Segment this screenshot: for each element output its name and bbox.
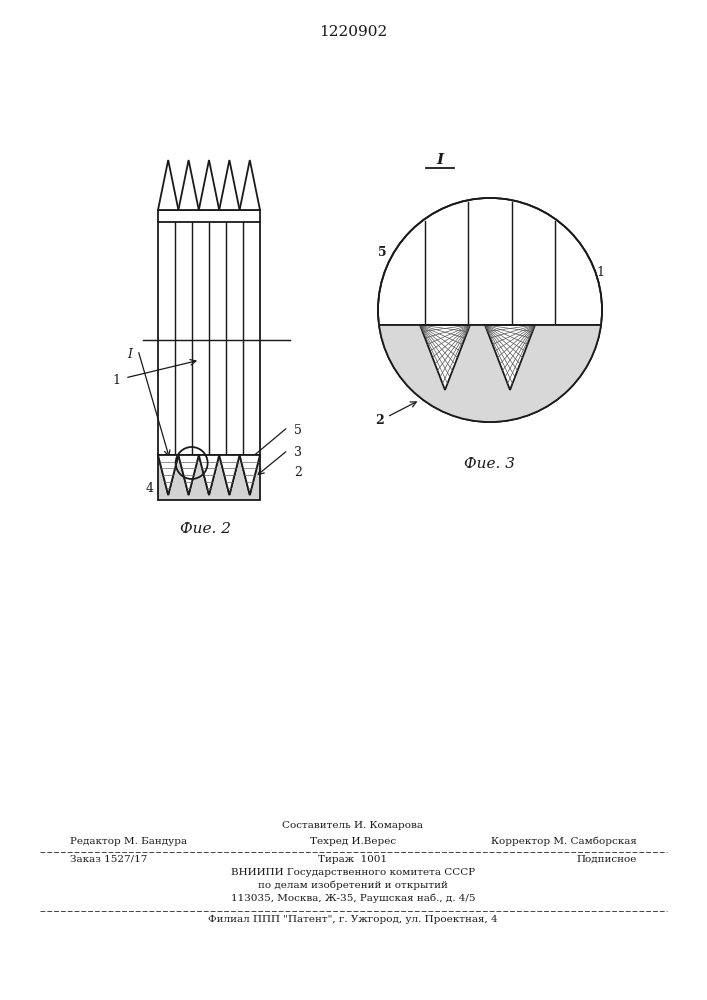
Text: Корректор М. Самборская: Корректор М. Самборская xyxy=(491,836,637,846)
Text: I: I xyxy=(436,153,443,167)
Text: 5: 5 xyxy=(378,245,386,258)
Polygon shape xyxy=(158,455,178,495)
Text: 3: 3 xyxy=(528,368,536,381)
Bar xyxy=(158,455,260,500)
Polygon shape xyxy=(219,160,240,210)
Text: Фие. 2: Фие. 2 xyxy=(180,522,230,536)
Polygon shape xyxy=(219,455,240,495)
Bar xyxy=(158,210,260,455)
Polygon shape xyxy=(219,455,240,495)
Text: ВНИИПИ Государственного комитета СССР: ВНИИПИ Государственного комитета СССР xyxy=(231,868,475,877)
Text: Подписное: Подписное xyxy=(577,855,637,864)
Polygon shape xyxy=(485,325,535,390)
Text: Составитель И. Комарова: Составитель И. Комарова xyxy=(283,821,423,830)
Text: 2: 2 xyxy=(294,466,302,480)
Polygon shape xyxy=(420,325,470,390)
Polygon shape xyxy=(378,310,602,422)
Polygon shape xyxy=(178,455,199,495)
Polygon shape xyxy=(158,160,178,210)
Text: 4: 4 xyxy=(146,482,154,494)
Text: Тираж  1001: Тираж 1001 xyxy=(318,855,387,864)
Text: 5: 5 xyxy=(294,424,302,436)
Polygon shape xyxy=(240,160,260,210)
Text: 113035, Москва, Ж-35, Раушская наб., д. 4/5: 113035, Москва, Ж-35, Раушская наб., д. … xyxy=(230,894,475,903)
Polygon shape xyxy=(240,455,260,495)
Polygon shape xyxy=(240,455,260,495)
Polygon shape xyxy=(158,455,178,495)
Text: 4: 4 xyxy=(408,338,416,352)
Circle shape xyxy=(378,198,602,422)
Text: I: I xyxy=(127,348,132,360)
Text: 2: 2 xyxy=(375,414,385,426)
Polygon shape xyxy=(199,160,219,210)
Polygon shape xyxy=(199,455,219,495)
Polygon shape xyxy=(178,455,199,495)
Bar xyxy=(158,455,260,500)
Text: Техред И.Верес: Техред И.Верес xyxy=(310,837,396,846)
Text: 3: 3 xyxy=(294,446,302,458)
Text: Фие. 3: Фие. 3 xyxy=(464,457,515,471)
Polygon shape xyxy=(178,160,199,210)
Text: Филиал ППП "Патент", г. Ужгород, ул. Проектная, 4: Филиал ППП "Патент", г. Ужгород, ул. Про… xyxy=(208,915,498,924)
Text: 1220902: 1220902 xyxy=(319,25,387,39)
Text: по делам изобретений и открытий: по делам изобретений и открытий xyxy=(258,880,448,890)
Polygon shape xyxy=(199,455,219,495)
Text: 1: 1 xyxy=(112,373,120,386)
Text: 1: 1 xyxy=(596,265,604,278)
Text: Заказ 1527/17: Заказ 1527/17 xyxy=(70,855,147,864)
Text: Редактор М. Бандура: Редактор М. Бандура xyxy=(70,837,187,846)
